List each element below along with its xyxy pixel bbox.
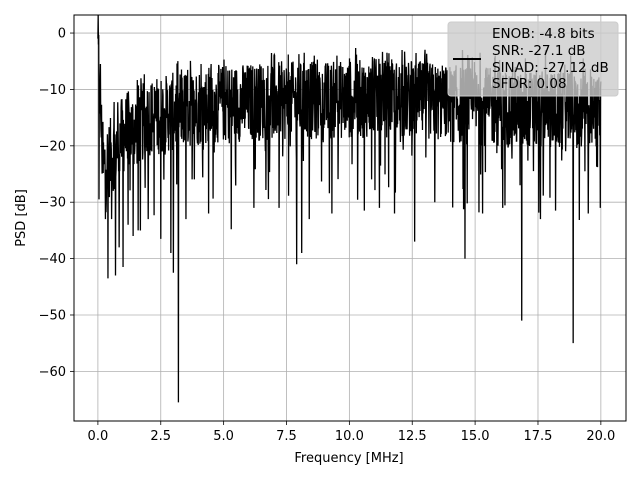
legend-entry-enob: ENOB: -4.8 bits xyxy=(492,26,595,42)
x-tick-label: 10.0 xyxy=(335,429,364,444)
x-axis: 0.0 2.5 5.0 7.5 10.0 12.5 15.0 17.5 20.0 xyxy=(88,421,615,444)
y-tick-label: −30 xyxy=(39,196,66,211)
y-axis: 0 −10 −20 −30 −40 −50 −60 xyxy=(39,27,74,380)
x-tick-label: 20.0 xyxy=(586,429,615,444)
legend-entry-sinad: SINAD: -27.12 dB xyxy=(492,60,609,76)
y-axis-label: PSD [dB] xyxy=(14,189,29,247)
psd-series-line xyxy=(97,14,602,403)
y-tick-label: −40 xyxy=(39,252,66,267)
x-tick-label: 0.0 xyxy=(88,429,109,444)
x-tick-label: 2.5 xyxy=(150,429,171,444)
legend: ENOB: -4.8 bits SNR: -27.1 dB SINAD: -27… xyxy=(447,21,619,97)
y-tick-label: −50 xyxy=(39,308,66,323)
x-axis-label: Frequency [MHz] xyxy=(294,451,403,466)
y-tick-label: −60 xyxy=(39,365,66,380)
x-tick-label: 7.5 xyxy=(276,429,297,444)
y-tick-label: −10 xyxy=(39,83,66,98)
x-tick-label: 5.0 xyxy=(213,429,234,444)
plot-frame xyxy=(73,14,627,422)
x-tick-label: 17.5 xyxy=(524,429,553,444)
legend-entry-snr: SNR: -27.1 dB xyxy=(492,43,586,59)
legend-box xyxy=(447,21,619,97)
x-tick-label: 12.5 xyxy=(398,429,427,444)
y-tick-label: −20 xyxy=(39,139,66,154)
x-tick-label: 15.0 xyxy=(461,429,490,444)
y-tick-label: 0 xyxy=(58,27,66,42)
plot-area xyxy=(97,14,602,403)
legend-entry-sfdr: SFDR: 0.08 xyxy=(492,76,567,92)
